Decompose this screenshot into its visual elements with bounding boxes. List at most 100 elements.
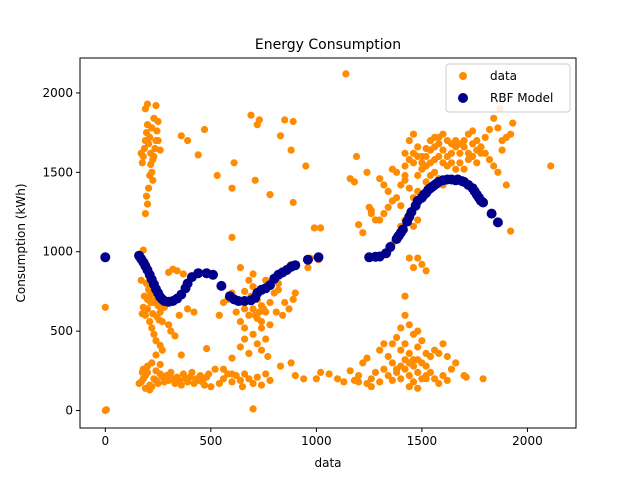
x-tick-label: 0 [102,434,110,448]
data-point [236,376,244,384]
x-tick-label: 500 [199,434,222,448]
data-point [173,267,181,275]
data-point [477,149,485,157]
data-point [498,146,506,154]
rbf-model-point [397,224,408,235]
data-point [388,197,396,205]
data-point [507,130,515,138]
data-point [431,143,439,151]
y-tick-label: 2000 [42,86,73,100]
data-point [384,352,392,361]
ticks-layer: 0 500 1000 1500 2000 0 500 1000 1500 2000 [42,86,542,448]
y-tick-label: 1500 [42,165,73,179]
x-tick-label: 1500 [407,434,438,448]
data-point [405,372,413,380]
legend-box [445,63,571,113]
data-point [447,365,456,373]
legend-label-rbf-model: RBF Model [490,91,553,105]
data-point [397,181,405,189]
data-point [418,337,426,345]
data-point [219,365,228,373]
y-tick-label: 0 [65,404,73,418]
data-series [101,70,555,415]
data-point [431,168,439,176]
data-point [139,303,147,311]
data-point [150,114,158,122]
data-point [152,367,160,375]
data-point [175,311,183,319]
legend-marker-rbf-model [458,93,468,103]
data-point [414,143,422,151]
data-point [481,133,489,141]
data-point [219,375,228,383]
data-point [405,137,413,145]
data-point [401,311,409,319]
data-point [397,362,405,370]
rbf-model-point [385,242,396,252]
data-point [325,370,333,378]
data-point [245,349,253,357]
data-point [228,354,236,362]
data-point [241,305,249,313]
data-point [414,171,422,180]
legend-label-data: data [490,69,517,83]
data-point [145,286,153,294]
data-point [409,264,418,272]
rbf-model-point [313,252,324,263]
data-point [262,370,270,378]
data-point [422,372,430,380]
data-point [291,289,299,297]
rbf-model-series [100,174,503,307]
data-point [228,370,236,378]
data-point [460,143,468,151]
data-point [236,264,244,272]
data-point [150,330,158,338]
x-axis-label: data [314,456,341,470]
data-point [285,305,293,313]
data-point [137,276,145,284]
data-point [215,311,223,319]
data-point [380,210,388,218]
data-point [138,310,146,318]
data-point [190,308,198,316]
data-point [494,124,502,132]
data-point [439,372,447,380]
data-point [359,359,367,367]
data-point [409,378,418,386]
data-point [363,379,371,388]
data-point [359,229,367,237]
data-point [228,378,236,386]
data-point [422,267,430,275]
data-point [401,149,409,157]
data-point [435,349,443,357]
data-point [439,340,447,348]
data-point [302,162,310,170]
data-point [200,381,209,389]
data-point [145,140,153,148]
data-point [388,340,396,348]
data-point [287,146,295,154]
data-point [393,333,401,342]
data-point [241,370,249,378]
data-point [276,132,285,140]
data-point [177,381,185,389]
data-point [380,181,388,189]
data-point [397,202,405,210]
data-point [146,133,154,141]
data-point [443,352,451,361]
data-point [245,276,253,284]
data-point [148,359,156,367]
data-point [255,116,263,124]
data-point [452,359,460,367]
data-point [384,372,392,380]
data-point [405,349,413,357]
data-point [367,375,375,383]
data-point [274,286,282,294]
data-point [137,149,145,157]
data-point [167,327,175,335]
data-point [422,152,430,161]
data-point [350,178,358,186]
data-point [469,127,477,135]
data-point [249,270,257,278]
data-point [194,151,202,159]
